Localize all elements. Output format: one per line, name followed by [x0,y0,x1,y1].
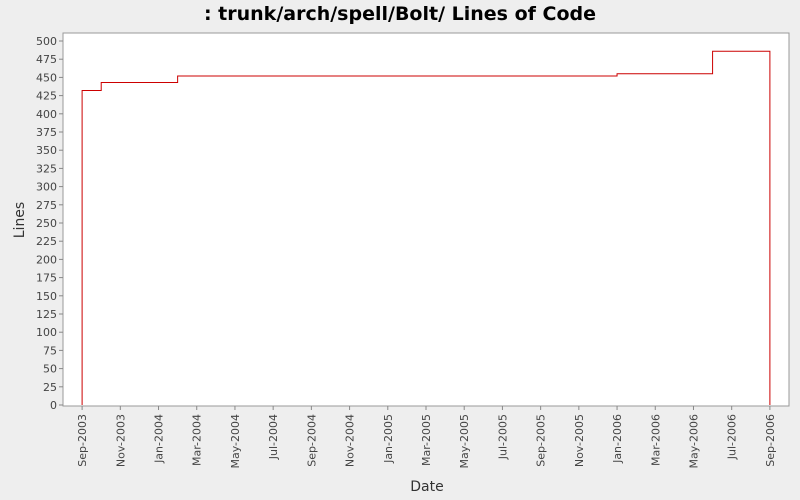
y-tick-label: 300 [36,181,57,194]
y-tick-label: 225 [36,235,57,248]
y-tick-label: 0 [50,399,57,412]
x-tick-label: Jan-2004 [153,414,166,464]
line [81,50,771,405]
x-tick-label: Sep-2006 [764,414,777,467]
y-tick-label: 400 [36,108,57,121]
x-tick-label: Jul-2005 [496,414,509,460]
x-tick-label: May-2005 [458,414,471,469]
y-tick-label: 200 [36,253,57,266]
y-tick-label: 125 [36,308,57,321]
y-tick-label: 325 [36,162,57,175]
x-tick-label: Mar-2006 [649,414,662,466]
y-tick-label: 50 [43,363,57,376]
y-tick-label: 425 [36,90,57,103]
y-tick-label: 25 [43,381,57,394]
y-tick-label: 475 [36,53,57,66]
x-tick-label: Sep-2003 [76,414,89,467]
y-tick-label: 500 [36,35,57,48]
y-tick-label: 275 [36,199,57,212]
x-tick-label: May-2004 [229,414,242,469]
y-tick-label: 100 [36,326,57,339]
y-tick-label: 250 [36,217,57,230]
y-tick-label: 75 [43,344,57,357]
x-tick-label: Nov-2003 [114,414,127,467]
x-tick-label: Nov-2005 [573,414,586,467]
x-tick-label: Jan-2006 [611,414,624,464]
y-axis-label: Lines [12,202,28,238]
y-tick-label: 375 [36,126,57,139]
y-tick-label: 350 [36,144,57,157]
x-tick-label: Mar-2005 [420,414,433,466]
x-tick-label: Jul-2004 [267,414,280,460]
x-tick-label: Jul-2006 [726,414,739,460]
chart-title: : trunk/arch/spell/Bolt/ Lines of Code [204,3,596,25]
x-tick-label: Jan-2005 [382,414,395,464]
x-tick-label: Sep-2005 [535,414,548,467]
x-axis-label: Date [410,479,443,495]
x-tick-label: May-2006 [687,414,700,469]
plot-area [62,32,790,407]
y-tick-label: 150 [36,290,57,303]
x-tick-label: Sep-2004 [305,414,318,467]
x-tick-label: Nov-2004 [344,414,357,467]
y-tick-label: 175 [36,272,57,285]
y-tick-label: 450 [36,71,57,84]
x-tick-label: Mar-2004 [191,414,204,466]
